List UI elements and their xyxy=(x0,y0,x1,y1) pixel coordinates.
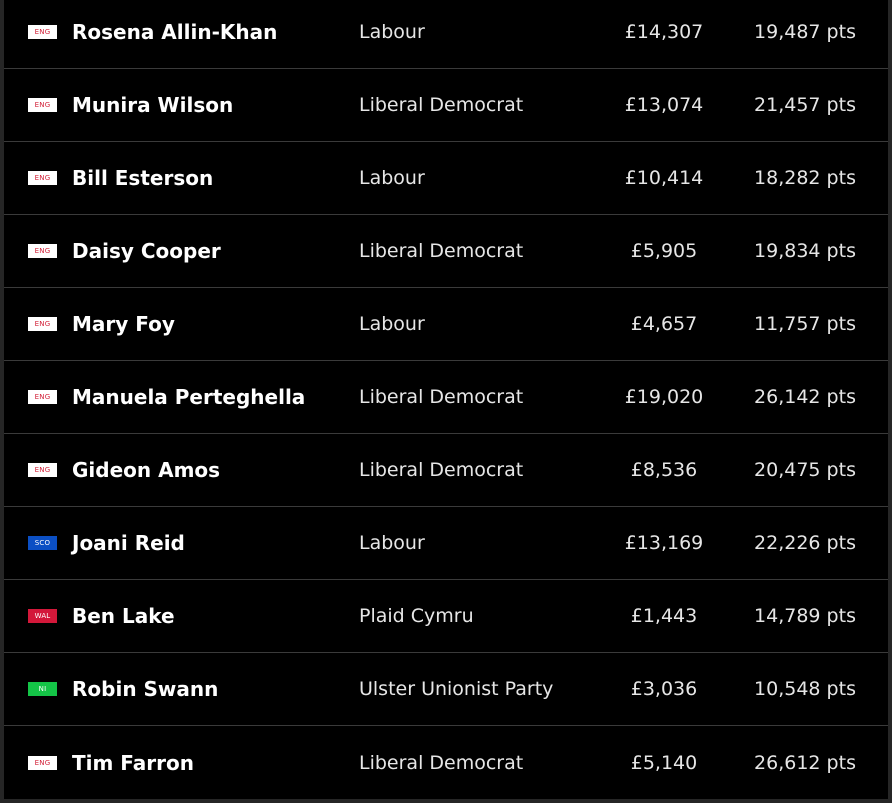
player-points: 26,142 pts xyxy=(754,386,856,408)
player-name[interactable]: Gideon Amos xyxy=(72,458,221,482)
player-party: Plaid Cymru xyxy=(359,605,474,627)
region-badge-eng: ENG xyxy=(28,317,57,331)
player-price: £13,169 xyxy=(624,532,704,554)
player-points: 26,612 pts xyxy=(754,751,856,774)
player-points: 10,548 pts xyxy=(754,678,856,700)
table-row[interactable]: ENG Tim Farron Liberal Democrat £5,140 2… xyxy=(4,726,888,799)
region-badge-eng: ENG xyxy=(28,244,57,258)
player-party: Liberal Democrat xyxy=(359,240,524,262)
player-party: Labour xyxy=(359,532,425,554)
region-badge-eng: ENG xyxy=(28,390,57,404)
player-name[interactable]: Munira Wilson xyxy=(72,93,234,117)
player-party: Liberal Democrat xyxy=(359,386,524,408)
player-name[interactable]: Ben Lake xyxy=(72,604,175,628)
player-name[interactable]: Manuela Perteghella xyxy=(72,385,306,409)
region-badge-eng: ENG xyxy=(28,98,57,112)
region-badge-sco: SCO xyxy=(28,536,57,550)
table-row[interactable]: ENG Bill Esterson Labour £10,414 18,282 … xyxy=(4,142,888,215)
player-points: 19,487 pts xyxy=(754,21,856,43)
players-table: ENG Rosena Allin-Khan Labour £14,307 19,… xyxy=(4,0,888,799)
player-name[interactable]: Mary Foy xyxy=(72,312,175,336)
player-party: Liberal Democrat xyxy=(359,751,524,774)
player-name[interactable]: Rosena Allin-Khan xyxy=(72,20,278,44)
player-price: £3,036 xyxy=(630,678,698,700)
player-name[interactable]: Tim Farron xyxy=(72,750,194,775)
table-row[interactable]: SCO Joani Reid Labour £13,169 22,226 pts xyxy=(4,507,888,580)
region-badge-eng: ENG xyxy=(28,171,57,185)
player-points: 21,457 pts xyxy=(754,94,856,116)
player-name[interactable]: Joani Reid xyxy=(72,531,185,555)
player-price: £19,020 xyxy=(624,386,704,408)
table-row[interactable]: NI Robin Swann Ulster Unionist Party £3,… xyxy=(4,653,888,726)
player-price: £5,905 xyxy=(630,240,698,262)
player-price: £4,657 xyxy=(630,313,698,335)
region-badge-wal: WAL xyxy=(28,609,57,623)
table-row[interactable]: ENG Gideon Amos Liberal Democrat £8,536 … xyxy=(4,434,888,507)
player-name[interactable]: Daisy Cooper xyxy=(72,239,221,263)
table-row[interactable]: ENG Rosena Allin-Khan Labour £14,307 19,… xyxy=(4,0,888,69)
player-price: £5,140 xyxy=(630,751,698,774)
player-points: 19,834 pts xyxy=(754,240,856,262)
region-badge-eng: ENG xyxy=(28,463,57,477)
player-points: 22,226 pts xyxy=(754,532,856,554)
player-points: 14,789 pts xyxy=(754,605,856,627)
player-party: Labour xyxy=(359,313,425,335)
region-badge-ni: NI xyxy=(28,682,57,696)
player-points: 18,282 pts xyxy=(754,167,856,189)
player-party: Liberal Democrat xyxy=(359,94,524,116)
player-points: 20,475 pts xyxy=(754,459,856,481)
region-badge-eng: ENG xyxy=(28,25,57,39)
player-price: £1,443 xyxy=(630,605,698,627)
player-price: £14,307 xyxy=(624,21,704,43)
table-row[interactable]: ENG Daisy Cooper Liberal Democrat £5,905… xyxy=(4,215,888,288)
table-row[interactable]: WAL Ben Lake Plaid Cymru £1,443 14,789 p… xyxy=(4,580,888,653)
player-points: 11,757 pts xyxy=(754,313,856,335)
player-price: £10,414 xyxy=(624,167,704,189)
table-row[interactable]: ENG Munira Wilson Liberal Democrat £13,0… xyxy=(4,69,888,142)
player-party: Ulster Unionist Party xyxy=(359,678,554,700)
player-price: £8,536 xyxy=(630,459,698,481)
player-name[interactable]: Bill Esterson xyxy=(72,166,214,190)
region-badge-eng: ENG xyxy=(28,755,57,770)
player-party: Labour xyxy=(359,167,425,189)
player-name[interactable]: Robin Swann xyxy=(72,677,219,701)
table-row[interactable]: ENG Manuela Perteghella Liberal Democrat… xyxy=(4,361,888,434)
player-price: £13,074 xyxy=(624,94,704,116)
player-party: Labour xyxy=(359,21,425,43)
table-row[interactable]: ENG Mary Foy Labour £4,657 11,757 pts xyxy=(4,288,888,361)
player-party: Liberal Democrat xyxy=(359,459,524,481)
